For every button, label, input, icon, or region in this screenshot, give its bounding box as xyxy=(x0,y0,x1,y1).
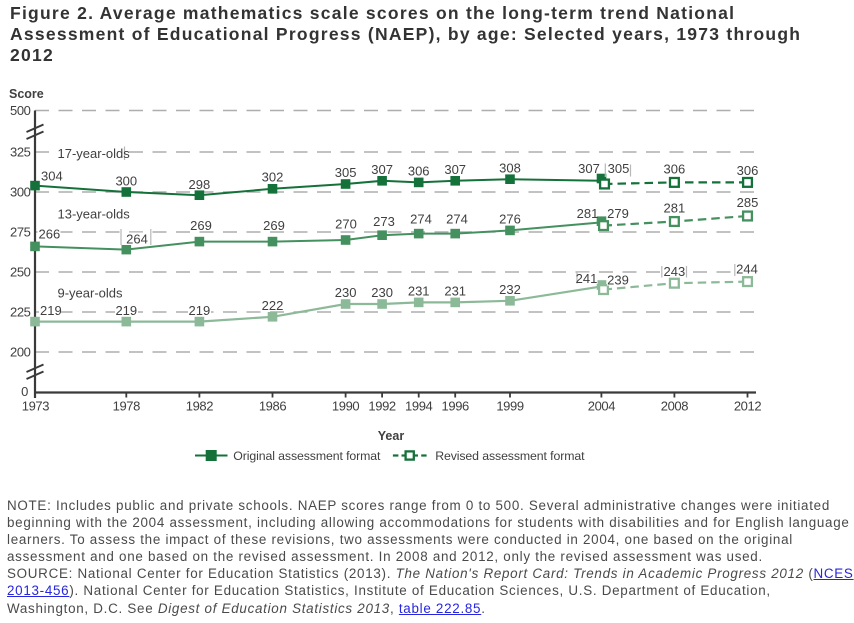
svg-text:1986: 1986 xyxy=(259,399,286,414)
svg-text:1978: 1978 xyxy=(113,399,140,414)
svg-text:219: 219 xyxy=(40,303,62,318)
svg-text:270: 270 xyxy=(335,217,357,232)
svg-text:1992: 1992 xyxy=(368,399,395,414)
svg-text:239: 239 xyxy=(607,273,629,288)
svg-text:1996: 1996 xyxy=(442,399,469,414)
svg-text:264: 264 xyxy=(126,232,148,247)
svg-text:281: 281 xyxy=(577,206,599,221)
svg-text:Score: Score xyxy=(9,87,44,101)
svg-text:Original assessment format: Original assessment format xyxy=(233,449,381,463)
svg-text:Year: Year xyxy=(378,429,405,443)
svg-text:219: 219 xyxy=(115,303,137,318)
svg-text:1999: 1999 xyxy=(496,399,523,414)
svg-text:225: 225 xyxy=(10,305,31,320)
svg-text:307: 307 xyxy=(371,162,393,177)
svg-text:219: 219 xyxy=(189,303,211,318)
svg-text:304: 304 xyxy=(41,169,63,184)
svg-text:308: 308 xyxy=(499,161,521,176)
svg-text:1990: 1990 xyxy=(332,399,359,414)
svg-text:302: 302 xyxy=(262,170,284,185)
svg-text:1982: 1982 xyxy=(186,399,213,414)
svg-text:285: 285 xyxy=(737,195,759,210)
svg-text:500: 500 xyxy=(10,103,31,118)
svg-text:231: 231 xyxy=(408,284,430,299)
svg-text:230: 230 xyxy=(371,285,393,300)
svg-text:13-year-olds: 13-year-olds xyxy=(58,207,131,222)
svg-text:281: 281 xyxy=(664,201,686,216)
svg-text:273: 273 xyxy=(373,214,395,229)
svg-text:274: 274 xyxy=(410,212,432,227)
svg-text:2008: 2008 xyxy=(661,399,688,414)
svg-text:2004: 2004 xyxy=(588,399,615,414)
svg-text:307: 307 xyxy=(444,162,466,177)
svg-text:200: 200 xyxy=(10,345,31,360)
svg-text:325: 325 xyxy=(10,145,31,160)
svg-text:306: 306 xyxy=(664,162,686,177)
svg-text:305: 305 xyxy=(335,165,357,180)
svg-text:1994: 1994 xyxy=(405,399,432,414)
svg-text:244: 244 xyxy=(736,262,758,277)
svg-text:241: 241 xyxy=(576,271,598,286)
svg-text:2012: 2012 xyxy=(734,399,761,414)
svg-text:232: 232 xyxy=(499,282,521,297)
svg-text:9-year-olds: 9-year-olds xyxy=(58,286,124,301)
svg-text:307: 307 xyxy=(578,161,600,176)
svg-text:1973: 1973 xyxy=(22,399,49,414)
svg-text:300: 300 xyxy=(115,174,137,189)
svg-text:243: 243 xyxy=(664,264,686,279)
svg-text:230: 230 xyxy=(335,285,357,300)
svg-text:269: 269 xyxy=(263,218,285,233)
svg-text:274: 274 xyxy=(446,212,468,227)
svg-text:17-year-olds: 17-year-olds xyxy=(58,146,131,161)
svg-text:Revised assessment format: Revised assessment format xyxy=(435,449,585,463)
svg-text:306: 306 xyxy=(408,164,430,179)
svg-text:250: 250 xyxy=(10,265,31,280)
svg-text:306: 306 xyxy=(737,163,759,178)
svg-text:266: 266 xyxy=(39,227,61,242)
svg-text:269: 269 xyxy=(190,218,212,233)
svg-text:222: 222 xyxy=(262,298,284,313)
svg-text:276: 276 xyxy=(499,211,521,226)
svg-text:231: 231 xyxy=(444,284,466,299)
svg-text:298: 298 xyxy=(189,177,211,192)
svg-text:0: 0 xyxy=(21,384,28,399)
svg-text:275: 275 xyxy=(10,225,31,240)
svg-text:305: 305 xyxy=(608,161,630,176)
svg-text:300: 300 xyxy=(10,185,31,200)
svg-text:279: 279 xyxy=(607,206,629,221)
